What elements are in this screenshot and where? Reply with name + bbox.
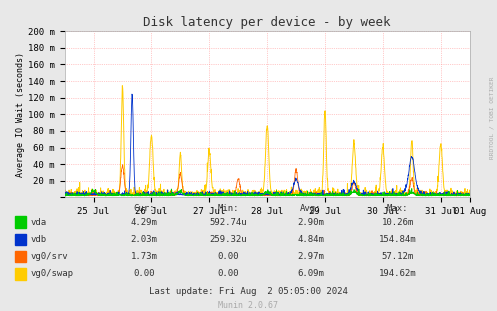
Text: 57.12m: 57.12m bbox=[382, 252, 414, 261]
Text: 6.09m: 6.09m bbox=[297, 269, 324, 278]
Text: Min:: Min: bbox=[218, 204, 240, 213]
Text: vg0/swap: vg0/swap bbox=[31, 269, 74, 278]
Text: Munin 2.0.67: Munin 2.0.67 bbox=[219, 301, 278, 310]
Text: RRDTOOL / TOBI OETIKER: RRDTOOL / TOBI OETIKER bbox=[490, 77, 495, 160]
Text: Avg:: Avg: bbox=[300, 204, 322, 213]
Text: 592.74u: 592.74u bbox=[210, 218, 248, 227]
Text: 2.97m: 2.97m bbox=[297, 252, 324, 261]
Text: 2.03m: 2.03m bbox=[131, 235, 158, 244]
Text: 194.62m: 194.62m bbox=[379, 269, 416, 278]
Text: 0.00: 0.00 bbox=[133, 269, 155, 278]
Text: vdb: vdb bbox=[31, 235, 47, 244]
Title: Disk latency per device - by week: Disk latency per device - by week bbox=[144, 16, 391, 29]
Text: Cur:: Cur: bbox=[133, 204, 155, 213]
Text: 154.84m: 154.84m bbox=[379, 235, 416, 244]
Text: 10.26m: 10.26m bbox=[382, 218, 414, 227]
Text: Last update: Fri Aug  2 05:05:00 2024: Last update: Fri Aug 2 05:05:00 2024 bbox=[149, 287, 348, 296]
Text: vg0/srv: vg0/srv bbox=[31, 252, 69, 261]
Y-axis label: Average IO Wait (seconds): Average IO Wait (seconds) bbox=[16, 52, 25, 177]
Text: 4.84m: 4.84m bbox=[297, 235, 324, 244]
Text: vda: vda bbox=[31, 218, 47, 227]
Text: 259.32u: 259.32u bbox=[210, 235, 248, 244]
Text: Max:: Max: bbox=[387, 204, 409, 213]
Text: 4.29m: 4.29m bbox=[131, 218, 158, 227]
Text: 0.00: 0.00 bbox=[218, 252, 240, 261]
Text: 2.90m: 2.90m bbox=[297, 218, 324, 227]
Text: 0.00: 0.00 bbox=[218, 269, 240, 278]
Text: 1.73m: 1.73m bbox=[131, 252, 158, 261]
